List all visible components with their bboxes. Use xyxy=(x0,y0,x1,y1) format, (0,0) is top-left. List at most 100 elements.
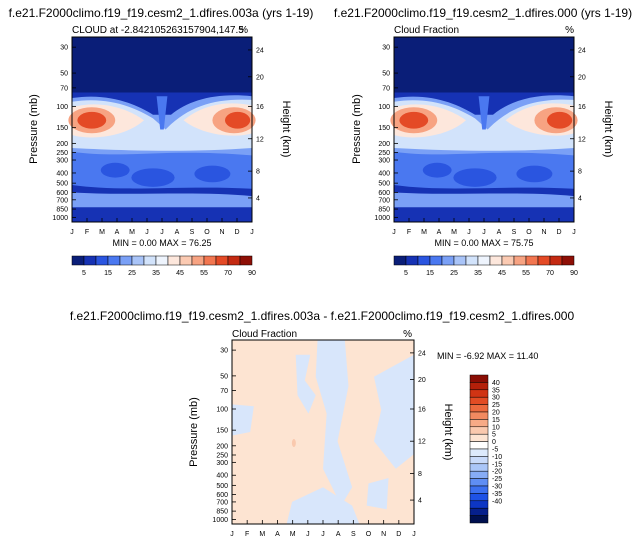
y-tick-label-left: 400 xyxy=(56,170,68,177)
x-tick-label: A xyxy=(115,229,120,236)
y-tick-label-left: 850 xyxy=(216,509,228,516)
x-tick-label: N xyxy=(381,531,386,538)
colorbar-label: -35 xyxy=(492,491,502,498)
panel2-right-label: % xyxy=(565,25,574,36)
y-tick-label-right: 16 xyxy=(418,407,426,414)
colorbar-swatch xyxy=(469,507,489,516)
y-tick-label-left: 500 xyxy=(216,483,228,490)
x-tick-label: J xyxy=(160,229,164,236)
mid-low-left xyxy=(422,162,452,178)
y-tick-label-left: 400 xyxy=(216,473,228,480)
colorbar-swatch xyxy=(441,255,455,266)
colorbar-swatch xyxy=(179,255,193,266)
x-tick-label: O xyxy=(204,229,210,236)
colorbar-swatch xyxy=(469,448,489,457)
y-tick-label-left: 500 xyxy=(56,181,68,188)
y-tick-label-right: 20 xyxy=(418,377,426,384)
y-tick-label-left: 850 xyxy=(378,207,390,214)
colorbar-swatch xyxy=(143,255,157,266)
y-tick-label-left: 200 xyxy=(216,443,228,450)
y-tick-label-left: 700 xyxy=(216,499,228,506)
colorbar-swatch xyxy=(227,255,241,266)
panel2-left-label: Cloud Fraction xyxy=(394,25,459,36)
colorbar-swatch xyxy=(469,382,489,391)
y-tick-label-left: 300 xyxy=(56,158,68,165)
panel3-left-label: Cloud Fraction xyxy=(232,329,297,340)
y-tick-label-left: 600 xyxy=(378,190,390,197)
y-tick-label-right: 4 xyxy=(418,498,422,505)
colorbar-label: 45 xyxy=(498,270,506,277)
panel1-left-label: CLOUD at -2.842105263157904,147.5 xyxy=(72,25,244,36)
y-tick-label-right: 8 xyxy=(256,169,260,176)
diff-blue-center xyxy=(315,340,353,506)
y-tick-label-left: 400 xyxy=(378,170,390,177)
y-tick-label-left: 50 xyxy=(60,71,68,78)
x-tick-label: O xyxy=(526,229,532,236)
colorbar-label: 15 xyxy=(492,417,500,424)
x-tick-label: J xyxy=(145,229,149,236)
y-tick-label-left: 200 xyxy=(378,141,390,148)
y-tick-label-right: 20 xyxy=(256,74,264,81)
cloud-core-left-inner xyxy=(399,111,429,129)
colorbar-label: -30 xyxy=(492,484,502,491)
x-tick-label: J xyxy=(412,531,416,538)
x-tick-label: D xyxy=(396,531,401,538)
colorbar-label: 90 xyxy=(570,270,578,277)
cloud-core-right-inner xyxy=(547,111,573,129)
x-tick-label: J xyxy=(572,229,576,236)
cloud-gap xyxy=(156,96,168,130)
diff-blue-lowright xyxy=(366,478,389,510)
y-tick-label-left: 150 xyxy=(378,125,390,132)
colorbar-label: 35 xyxy=(474,270,482,277)
colorbar-swatch xyxy=(203,255,217,266)
colorbar-swatch xyxy=(469,500,489,509)
y-tick-label-right: 12 xyxy=(256,136,264,143)
y-tick-label-left: 600 xyxy=(216,492,228,499)
colorbar-swatch xyxy=(561,255,575,266)
colorbar-label: 15 xyxy=(104,270,112,277)
panel3-right-label: % xyxy=(403,329,412,340)
y-tick-label-left: 70 xyxy=(382,85,390,92)
x-tick-label: J xyxy=(306,531,310,538)
y-tick-label-left: 30 xyxy=(220,348,228,355)
y-tick-label-left: 250 xyxy=(216,453,228,460)
x-tick-label: M xyxy=(129,229,135,236)
colorbar-swatch xyxy=(119,255,133,266)
colorbar-label: -5 xyxy=(492,447,498,454)
colorbar-label: 5 xyxy=(404,270,408,277)
x-tick-label: J xyxy=(482,229,486,236)
panel3-contour-field xyxy=(232,340,414,524)
panel1-right-label: % xyxy=(239,25,248,36)
y-tick-label-left: 250 xyxy=(378,150,390,157)
colorbar-swatch xyxy=(453,255,467,266)
colorbar-swatch xyxy=(239,255,253,266)
panel2-colorbar: 5 15 25 35 45 55 70 90 xyxy=(393,255,578,277)
x-tick-label: A xyxy=(275,531,280,538)
mid-low-center xyxy=(453,168,497,187)
y-tick-label-left: 30 xyxy=(382,45,390,52)
y-tick-label-right: 16 xyxy=(578,104,586,111)
y-tick-label-left: 700 xyxy=(56,197,68,204)
colorbar-label: 20 xyxy=(492,410,500,417)
colorbar-swatch xyxy=(215,255,229,266)
y-tick-label-left: 70 xyxy=(60,85,68,92)
colorbar-swatch xyxy=(71,255,85,266)
colorbar-label: -20 xyxy=(492,469,502,476)
colorbar-label: 25 xyxy=(128,270,136,277)
x-tick-label: M xyxy=(451,229,457,236)
colorbar-label: 40 xyxy=(492,380,500,387)
colorbar-swatch xyxy=(477,255,491,266)
x-tick-label: J xyxy=(250,229,254,236)
low-level xyxy=(72,192,252,208)
cloud-gap xyxy=(478,96,490,130)
diff-blue-left xyxy=(232,404,254,436)
x-tick-label: D xyxy=(234,229,239,236)
panel3-title: f.e21.F2000climo.f19_f19.cesm2_1.dfires.… xyxy=(70,309,575,323)
low-level xyxy=(394,192,574,208)
y-tick-label-right: 8 xyxy=(578,169,582,176)
mid-low-right xyxy=(516,165,553,183)
y-tick-label-right: 4 xyxy=(256,195,260,202)
